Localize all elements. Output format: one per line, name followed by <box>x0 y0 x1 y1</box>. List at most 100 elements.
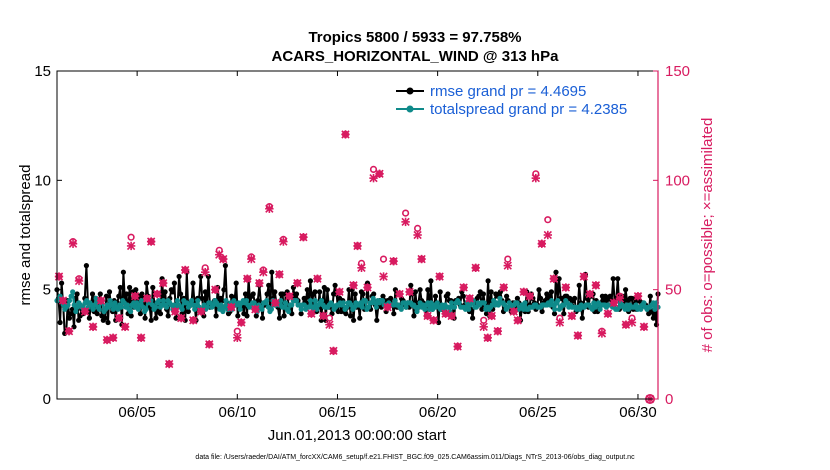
series-point-spread-9 <box>68 293 74 299</box>
obs-possible-86 <box>538 240 546 248</box>
footnote: data file: /Users/raeder/DAI/ATM_forcXX/… <box>195 454 635 461</box>
series-point-rmse-167 <box>312 289 318 295</box>
obs-possible-61 <box>396 290 404 298</box>
series-point-spread-316 <box>549 298 555 304</box>
series-point-rmse-192 <box>351 317 357 323</box>
obs-possible-73 <box>466 294 474 303</box>
obs-possible-85 <box>532 170 540 178</box>
series-point-rmse-147 <box>281 313 287 319</box>
obs-assimilated-62 <box>401 217 410 227</box>
series-point-spread-54 <box>138 298 145 304</box>
obs-possible-14 <box>137 334 145 342</box>
series-point-spread-108 <box>223 298 229 304</box>
series-point-spread-199 <box>365 304 372 310</box>
series-point-rmse-164 <box>307 278 313 284</box>
obs-possible-51 <box>341 130 350 138</box>
series-point-rmse-158 <box>298 311 304 317</box>
obs-possible-20 <box>171 307 179 316</box>
series-point-rmse-193 <box>352 291 358 297</box>
obs-possible-102 <box>634 292 642 300</box>
series-point-rmse-216 <box>388 295 394 301</box>
obs-possible-89 <box>556 314 564 322</box>
series-point-rmse-75 <box>170 289 176 295</box>
series-point-spread-65 <box>156 298 162 304</box>
series-point-spread-117 <box>237 306 243 312</box>
series-point-spread-126 <box>251 300 257 306</box>
series-point-spread-257 <box>456 300 462 306</box>
series-point-rmse-275 <box>479 306 485 312</box>
obs-possible-83 <box>520 288 528 296</box>
series-point-rmse-245 <box>432 293 439 299</box>
series-point-rmse-47 <box>127 284 133 291</box>
obs-possible-95 <box>592 281 600 289</box>
series-point-rmse-34 <box>106 289 113 295</box>
obs-possible-88 <box>550 275 558 283</box>
series-point-rmse-322 <box>551 311 558 317</box>
obs-possible-23 <box>189 316 197 324</box>
series-point-rmse-358 <box>607 293 613 299</box>
y-right-tick-label-3: 150 <box>665 63 690 80</box>
series-point-spread-373 <box>638 306 644 312</box>
chart-subtitle: ACARS_HORIZONTAL_WIND @ 313 hPa <box>272 48 560 65</box>
series-point-rmse-9 <box>68 311 74 317</box>
series-point-rmse-291 <box>504 293 510 299</box>
obs-possible-19 <box>165 360 173 368</box>
series-point-rmse-248 <box>437 289 443 295</box>
obs-possible-66 <box>424 312 432 320</box>
series-point-rmse-207 <box>374 317 380 323</box>
obs-possible-49 <box>329 347 338 355</box>
obs-possible-46 <box>313 275 322 283</box>
series-point-rmse-43 <box>120 269 126 275</box>
obs-possible-11 <box>121 323 129 331</box>
series-point-rmse-64 <box>153 315 159 321</box>
series-point-spread-12 <box>73 308 79 315</box>
obs-possible-7 <box>97 297 105 305</box>
series-point-spread-45 <box>124 302 130 308</box>
series-point-spread-220 <box>398 306 404 312</box>
series-point-rmse-386 <box>650 315 657 321</box>
series-point-rmse-187 <box>343 311 349 317</box>
series-point-spread-162 <box>307 298 314 304</box>
obs-possible-75 <box>480 316 488 324</box>
series-point-rmse-88 <box>190 280 196 286</box>
series-point-rmse-41 <box>117 284 123 291</box>
y-axis-left-label: rmse and totalspread <box>17 165 34 306</box>
obs-possible-54 <box>357 259 366 268</box>
obs-possible-3 <box>69 238 77 246</box>
obs-possible-38 <box>265 203 274 211</box>
series-point-rmse-137 <box>266 282 272 288</box>
series-point-rmse-276 <box>480 291 486 297</box>
series-point-rmse-231 <box>411 313 417 319</box>
series-point-rmse-298 <box>514 295 521 301</box>
series-point-rmse-384 <box>647 293 653 299</box>
obs-possible-26 <box>205 340 213 348</box>
obs-possible-70 <box>448 312 456 320</box>
series-point-spread-243 <box>434 300 440 306</box>
series-point-spread-347 <box>597 306 603 312</box>
series-point-rmse-319 <box>547 293 553 299</box>
series-point-rmse-33 <box>105 319 111 326</box>
series-point-spread-156 <box>298 306 304 312</box>
obs-assimilated-56 <box>369 173 378 183</box>
obs-assimilated-48 <box>325 320 334 329</box>
obs-assimilated-80 <box>503 261 512 270</box>
obs-possible-18 <box>159 279 167 287</box>
series-point-spread-299 <box>522 300 528 306</box>
series-point-rmse-328 <box>561 311 567 317</box>
obs-possible-90 <box>562 283 570 292</box>
series-point-spread-96 <box>204 304 210 310</box>
series-point-rmse-116 <box>233 280 239 286</box>
series-point-spread-80 <box>179 306 185 312</box>
series-point-spread-208 <box>379 298 386 304</box>
obs-possible-63 <box>406 288 414 296</box>
series-point-spread-216 <box>392 298 398 304</box>
obs-possible-94 <box>586 290 594 298</box>
obs-possible-35 <box>251 305 259 313</box>
obs-possible-64 <box>414 224 422 232</box>
obs-possible-9 <box>109 334 117 342</box>
obs-possible-16 <box>147 238 155 246</box>
series-point-rmse-57 <box>142 315 148 321</box>
series-point-spread-169 <box>318 298 325 304</box>
series-point-rmse-323 <box>553 269 559 275</box>
x-tick-label-5: 06/30 <box>619 404 657 421</box>
